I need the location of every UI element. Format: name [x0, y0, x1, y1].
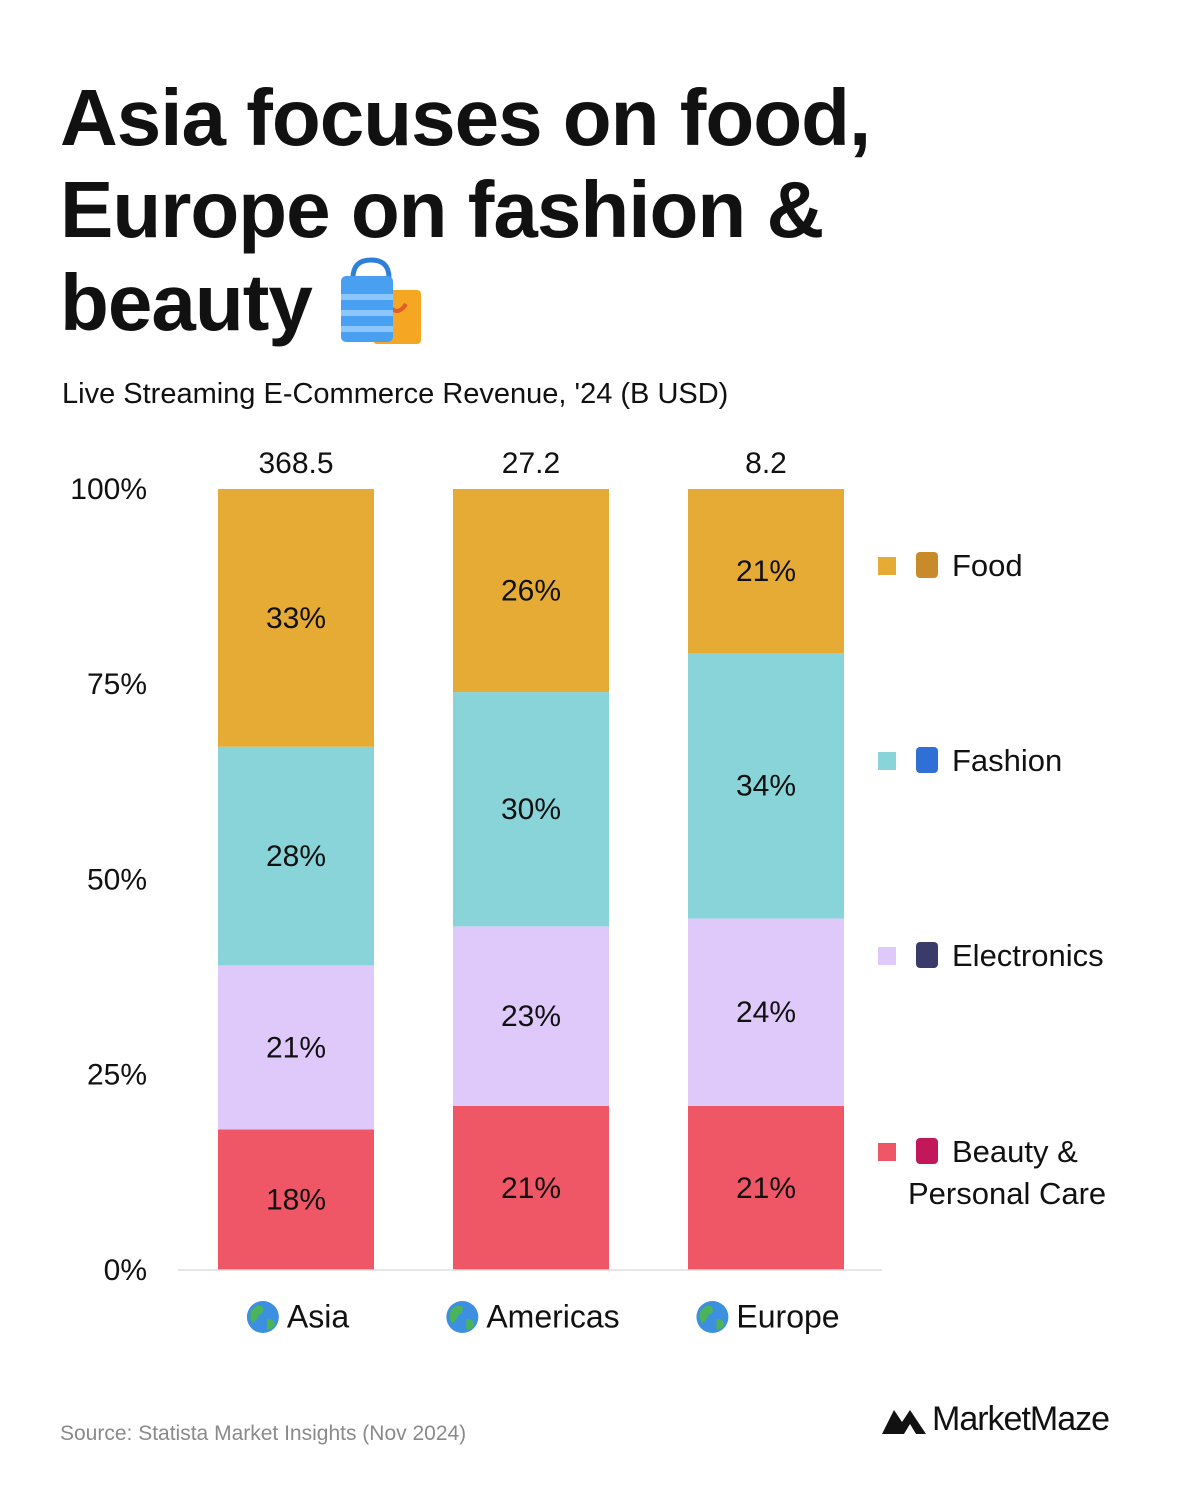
legend-swatch — [878, 752, 896, 770]
bar-segment — [218, 965, 374, 1130]
source: Source: Statista Market Insights (Nov 20… — [60, 1422, 467, 1445]
legend-swatch — [878, 557, 896, 575]
value-label: 21% — [736, 1172, 796, 1205]
value-label: 23% — [501, 1000, 561, 1033]
globe-icon-land — [699, 1305, 725, 1330]
bar-segment — [453, 489, 609, 693]
legend-label: Beauty & Personal Care — [908, 1134, 1107, 1211]
value-label: 24% — [736, 996, 796, 1029]
legend-item: Fashion — [908, 740, 1138, 782]
legend-label: Electronics — [952, 938, 1104, 973]
legend-item: Beauty & Personal Care — [908, 1131, 1138, 1215]
bag-icon — [341, 257, 422, 344]
x-tick-label: Europe — [736, 1298, 839, 1334]
value-label: 30% — [501, 793, 561, 826]
bar-segment — [218, 1129, 374, 1270]
legend-icon-shape — [916, 747, 938, 773]
x-tick-label: Asia — [287, 1298, 349, 1334]
x-tick-label: Americas — [486, 1298, 619, 1334]
value-label: 34% — [736, 770, 796, 803]
value-label: 18% — [266, 1184, 326, 1217]
bar-segment — [453, 1105, 609, 1270]
legend-item: Food — [908, 545, 1138, 587]
y-tick-label: 100% — [70, 473, 147, 506]
bar-segment — [218, 746, 374, 966]
brand-icon — [882, 1409, 926, 1434]
y-tick-label: 75% — [87, 668, 147, 701]
value-label: 26% — [501, 574, 561, 607]
bar-segment — [688, 918, 844, 1106]
value-label: 21% — [501, 1172, 561, 1205]
value-label: 33% — [266, 602, 326, 635]
bar-segment — [453, 692, 609, 927]
chart-title: Asia focuses on food, Europe on fashion … — [60, 73, 871, 347]
legend-icon-shape — [916, 552, 938, 578]
bar-segment — [688, 653, 844, 919]
legend-item: Electronics — [908, 935, 1138, 977]
y-tick-label: 25% — [87, 1059, 147, 1092]
bar-segment — [688, 1105, 844, 1270]
legend-icon — [916, 552, 938, 578]
legend-icon-shape — [916, 1138, 938, 1164]
legend-icon-shape — [916, 942, 938, 968]
bar-segment — [218, 489, 374, 747]
total-label: 368.5 — [258, 447, 333, 480]
brand-name: MarketMaze — [932, 1400, 1110, 1438]
legend-icon — [916, 942, 938, 968]
total-label: 8.2 — [745, 447, 787, 480]
legend-icon — [916, 747, 938, 773]
total-label: 27.2 — [502, 447, 560, 480]
value-label: 28% — [266, 840, 326, 873]
legend-icon — [916, 1138, 938, 1164]
globe-icon-land — [250, 1305, 275, 1330]
y-tick-label: 50% — [87, 863, 147, 896]
globe-icon-land — [449, 1305, 475, 1330]
chart-title-block: Asia focuses on food, Europe on fashion … — [60, 72, 990, 349]
legend-label: Fashion — [952, 743, 1063, 778]
legend-swatch — [878, 947, 896, 965]
value-label: 21% — [736, 555, 796, 588]
chart-subtitle: Live Streaming E-Commerce Revenue, '24 (… — [62, 378, 729, 410]
value-label: 21% — [266, 1031, 326, 1064]
brand-logo: MarketMaze — [882, 1400, 1110, 1439]
y-tick-label: 0% — [104, 1254, 147, 1287]
bar-segment — [453, 926, 609, 1106]
legend-swatch — [878, 1143, 896, 1161]
bar-segment — [688, 489, 844, 654]
legend-label: Food — [952, 548, 1023, 583]
